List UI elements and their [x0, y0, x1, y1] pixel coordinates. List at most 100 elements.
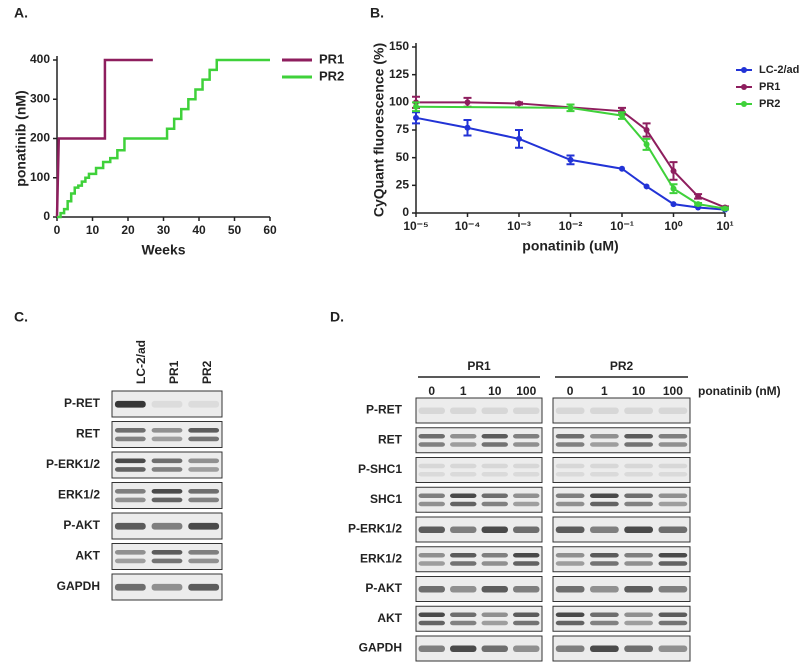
blot-band	[481, 472, 508, 477]
blot-band	[450, 434, 477, 439]
x-axis-label: Weeks	[141, 242, 185, 258]
row-label: ERK1/2	[58, 488, 100, 502]
blot-band	[481, 442, 508, 447]
blot-band	[188, 436, 220, 442]
blot-band	[513, 407, 540, 414]
data-point	[516, 135, 522, 142]
blot-band	[513, 645, 540, 652]
blot-band	[624, 620, 654, 626]
y-tick-label: 0	[43, 209, 50, 223]
blot-band	[481, 407, 508, 414]
blot-band	[481, 586, 508, 593]
blot-band	[624, 442, 654, 447]
blot-band	[418, 586, 445, 593]
blot-band	[450, 645, 477, 652]
blot-band	[418, 442, 445, 447]
dose-label: 1	[601, 384, 608, 398]
y-tick-label: 100	[30, 170, 50, 184]
x-axis-label: ponatinib (uM)	[522, 238, 618, 254]
row-label: P-AKT	[63, 518, 100, 532]
blot-band	[114, 436, 146, 442]
blot-band	[658, 586, 688, 593]
blot-band	[513, 553, 540, 558]
dose-label: 0	[567, 384, 574, 398]
blot-band	[450, 620, 477, 626]
group-label: PR2	[610, 359, 634, 373]
blot-band	[555, 645, 585, 652]
blot-band	[114, 489, 146, 494]
blot-frame	[415, 397, 543, 424]
blot-band	[658, 493, 688, 498]
blot-band	[658, 561, 688, 566]
blot-frame	[552, 605, 691, 632]
blot-band	[555, 442, 585, 447]
blot-band	[624, 407, 654, 414]
blot-band	[151, 583, 183, 591]
lane-label: PR2	[200, 360, 214, 384]
x-tick-label: 20	[121, 223, 135, 237]
blot-band	[418, 407, 445, 414]
dose-label: 0	[428, 384, 435, 398]
blot-band	[658, 620, 688, 626]
data-point	[464, 99, 471, 106]
data-point	[413, 103, 419, 110]
data-point	[619, 112, 625, 119]
blot-band	[658, 526, 688, 533]
blot-band	[450, 463, 477, 469]
legend-label: PR1	[759, 81, 780, 93]
blot-band	[624, 645, 654, 652]
row-label: AKT	[377, 611, 402, 625]
dose-label: 1	[460, 384, 467, 398]
blot-band	[114, 458, 146, 464]
y-tick-label: 300	[30, 91, 50, 105]
blot-band	[114, 583, 146, 591]
y-tick-label: 0	[402, 205, 409, 219]
blot-band	[418, 472, 445, 477]
blot-band	[624, 526, 654, 533]
blot-band	[114, 428, 146, 433]
blot-band	[481, 620, 508, 626]
blot-frame	[415, 605, 543, 632]
blot-band	[481, 493, 508, 498]
data-point	[643, 183, 650, 190]
blot-band	[589, 620, 619, 626]
blot-band	[513, 501, 540, 507]
blot-band	[188, 558, 220, 564]
legend-marker	[741, 84, 747, 90]
blot-band	[624, 501, 654, 507]
blot-frame	[111, 451, 223, 479]
blot-frame	[111, 543, 223, 570]
blot-band	[624, 612, 654, 617]
blot-band	[151, 497, 183, 503]
blot-band	[450, 501, 477, 507]
legend-label: PR2	[319, 68, 344, 83]
blot-band	[481, 434, 508, 439]
blot-band	[589, 501, 619, 507]
data-point	[464, 124, 471, 131]
blot-frame	[415, 546, 543, 573]
blot-band	[114, 558, 146, 564]
blot-band	[450, 612, 477, 617]
blot-band	[418, 561, 445, 566]
blot-band	[658, 612, 688, 617]
blot-band	[450, 407, 477, 414]
x-tick-label: 60	[263, 223, 277, 237]
blot-band	[114, 467, 146, 472]
panel-label: A.	[14, 5, 28, 21]
blot-band	[589, 463, 619, 469]
x-tick-label: 40	[192, 223, 206, 237]
y-tick-label: 125	[389, 67, 409, 81]
blot-band	[513, 472, 540, 477]
blot-band	[513, 493, 540, 498]
blot-band	[624, 553, 654, 558]
data-point	[722, 205, 728, 212]
blot-band	[658, 472, 688, 477]
blot-band	[188, 428, 220, 433]
panel-label: C.	[14, 309, 28, 325]
blot-band	[555, 407, 585, 414]
row-label: RET	[378, 432, 403, 446]
group-label: PR1	[467, 359, 491, 373]
blot-band	[589, 645, 619, 652]
lane-label: LC-2/ad	[134, 340, 148, 384]
series-line	[57, 58, 270, 219]
